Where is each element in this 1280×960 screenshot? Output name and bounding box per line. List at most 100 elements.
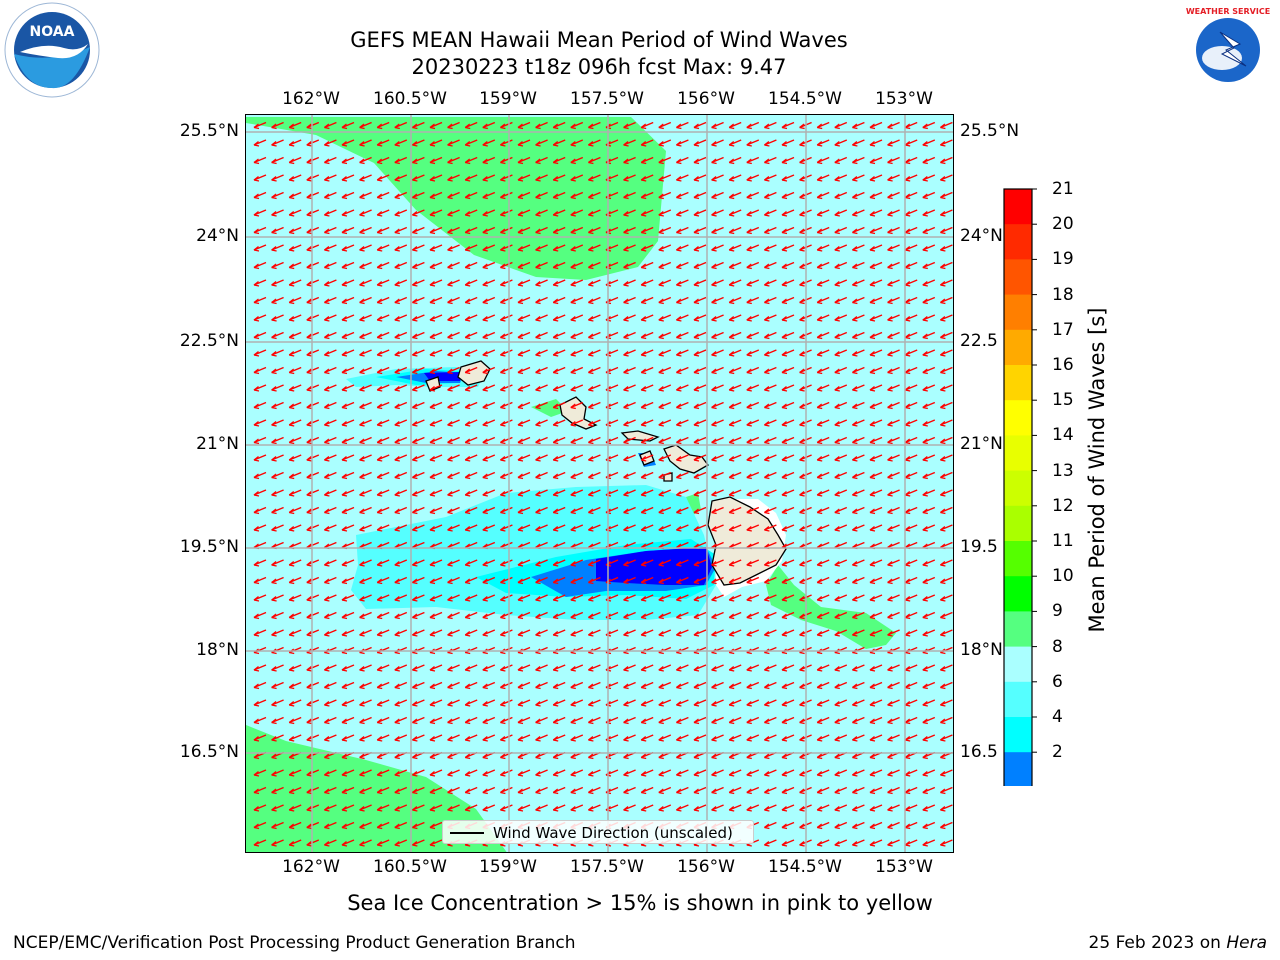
wind-wave-arrowhead <box>922 578 928 585</box>
wind-wave-arrowhead <box>535 473 541 480</box>
wind-wave-arrowhead <box>324 771 330 777</box>
wind-wave-arrowhead <box>781 841 788 847</box>
wind-wave-arrowhead <box>359 841 365 847</box>
wind-wave-arrowhead <box>535 211 541 217</box>
wind-wave-arrowhead <box>552 718 559 725</box>
wind-wave-arrowhead <box>464 508 471 515</box>
wind-wave-arrowhead <box>816 578 823 585</box>
wind-wave-arrowhead <box>588 701 594 707</box>
wind-wave-arrowhead <box>623 368 629 375</box>
colorbar-tick-label: 12 <box>1052 495 1074 516</box>
wind-wave-arrowhead <box>394 666 400 672</box>
wind-wave-arrowhead <box>271 771 277 777</box>
wind-wave-arrowhead <box>271 368 277 375</box>
wind-wave-arrowhead <box>482 316 488 322</box>
wind-wave-arrowhead <box>412 631 418 637</box>
wind-wave-arrowhead <box>500 508 506 515</box>
wind-wave-arrowhead <box>746 176 752 182</box>
wave-period-map <box>245 114 954 853</box>
wind-wave-arrowhead <box>728 701 735 707</box>
wind-wave-arrowhead <box>253 141 260 147</box>
wind-wave-arrowhead <box>570 596 576 602</box>
wind-wave-arrowhead <box>746 456 752 462</box>
colorbar-tick-label: 8 <box>1052 636 1063 657</box>
wind-wave-arrowhead <box>306 316 312 322</box>
wind-wave-arrowhead <box>711 508 717 515</box>
wind-wave-arrowhead <box>570 806 576 812</box>
wind-wave-arrowhead <box>412 246 418 252</box>
wind-wave-arrowhead <box>728 788 735 795</box>
wind-wave-arrowhead <box>887 263 893 270</box>
wind-wave-arrowhead <box>482 368 488 375</box>
wind-wave-arrowhead <box>464 473 471 480</box>
wind-wave-arrowhead <box>640 491 647 497</box>
wind-wave-arrowhead <box>324 386 330 392</box>
wind-wave-arrowhead <box>764 228 770 235</box>
lat-tick-right: 21°N <box>960 434 1003 454</box>
wind-wave-arrowhead <box>904 666 911 672</box>
wind-wave-arrowhead <box>799 508 805 515</box>
wind-wave-arrowhead <box>570 473 576 480</box>
wind-wave-arrowhead <box>482 158 488 165</box>
wind-wave-arrowhead <box>676 491 682 497</box>
wind-wave-arrowhead <box>623 491 629 497</box>
wind-wave-arrowhead <box>834 683 840 690</box>
wind-wave-arrowhead <box>482 806 488 812</box>
wind-wave-arrowhead <box>306 561 312 567</box>
wind-wave-arrowhead <box>728 141 735 147</box>
wind-wave-arrowhead <box>341 141 348 147</box>
wind-wave-arrowhead <box>834 316 840 322</box>
wind-wave-arrowhead <box>640 211 647 217</box>
wind-wave-arrowhead <box>552 176 559 182</box>
wind-wave-arrowhead <box>482 228 488 235</box>
lon-tick-top: 162°W <box>282 89 340 109</box>
wind-wave-arrowhead <box>588 473 594 480</box>
wind-wave-arrowhead <box>693 736 700 742</box>
wind-wave-arrowhead <box>271 683 277 690</box>
wind-wave-arrowhead <box>693 421 700 427</box>
wind-wave-arrowhead <box>869 298 876 305</box>
wind-wave-arrowhead <box>253 701 260 707</box>
lon-tick-top: 160.5°W <box>373 89 447 109</box>
wind-wave-arrowhead <box>588 246 594 252</box>
wind-wave-arrowhead <box>376 788 383 795</box>
wind-wave-arrowhead <box>253 438 260 445</box>
wind-wave-arrowhead <box>816 298 823 305</box>
wind-wave-arrowhead <box>394 351 400 357</box>
wind-wave-arrowhead <box>447 701 453 707</box>
wind-wave-arrowhead <box>482 631 488 637</box>
colorbar-tick-label: 20 <box>1052 214 1074 235</box>
wind-wave-arrowhead <box>693 141 700 147</box>
wind-wave-arrowhead <box>816 386 823 392</box>
wind-wave-arrowhead <box>711 263 717 270</box>
wind-wave-arrowhead <box>552 193 559 200</box>
wind-wave-arrowhead <box>922 123 928 130</box>
wind-wave-arrowhead <box>552 228 559 235</box>
wind-wave-arrowhead <box>324 333 330 340</box>
wind-wave-arrowhead <box>940 456 946 462</box>
wind-wave-arrowhead <box>764 736 770 742</box>
wind-wave-arrowhead <box>658 158 664 165</box>
wind-wave-arrowhead <box>447 578 453 585</box>
wind-wave-arrowhead <box>588 421 594 427</box>
wind-wave-arrowhead <box>324 141 330 147</box>
colorbar-segment <box>1004 611 1032 648</box>
wind-wave-arrowhead <box>500 561 506 567</box>
wind-wave-arrowhead <box>412 771 418 777</box>
wind-wave-arrowhead <box>552 368 559 375</box>
wind-wave-arrowhead <box>341 613 348 620</box>
wind-wave-arrowhead <box>324 701 330 707</box>
wind-wave-arrowhead <box>676 368 682 375</box>
wind-wave-arrowhead <box>658 211 664 217</box>
wind-wave-arrowhead <box>447 788 453 795</box>
wind-wave-arrowhead <box>324 596 330 602</box>
wind-wave-arrowhead <box>359 613 365 620</box>
wind-wave-arrowhead <box>570 438 576 445</box>
wind-wave-arrowhead <box>570 561 576 567</box>
wind-wave-arrowhead <box>376 806 383 812</box>
wind-wave-arrowhead <box>306 631 312 637</box>
wind-wave-arrowhead <box>764 771 770 777</box>
wind-wave-arrowhead <box>764 701 770 707</box>
wind-wave-arrowhead <box>676 333 682 340</box>
wind-wave-arrowhead <box>306 333 312 340</box>
